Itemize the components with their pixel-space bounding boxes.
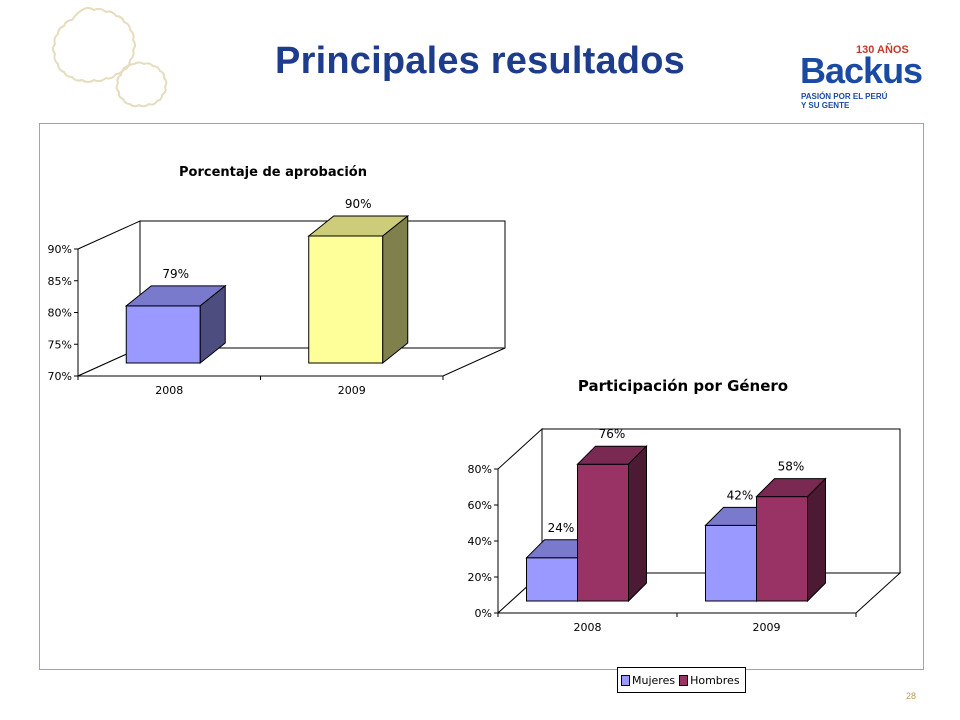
logo-brand: Backus [800, 50, 923, 91]
bottle-cap-large-outline [52, 7, 136, 83]
content-frame [39, 123, 924, 670]
slide-title: Principales resultados [275, 40, 685, 82]
bottle-cap-small-outline [115, 61, 168, 108]
legend-item-hombres: Hombres [679, 673, 740, 687]
chart-legend: Mujeres Hombres [617, 667, 746, 693]
legend-item-mujeres: Mujeres [621, 674, 675, 687]
backus-logo: 130 AÑOS Backus PASIÓN POR EL PERÚ Y SU … [798, 44, 930, 118]
logo-tagline-line1: PASIÓN POR EL PERÚ [801, 92, 888, 101]
legend-swatch-mujeres [621, 674, 630, 686]
bottle-cap-decoration [52, 7, 168, 108]
logo-anniversary: 130 AÑOS [856, 44, 909, 56]
legend-swatch-hombres [679, 674, 689, 686]
page-number: 28 [906, 691, 917, 701]
legend-label-mujeres: Mujeres [632, 673, 676, 687]
logo-tagline-line2: Y SU GENTE [801, 101, 850, 110]
logo-tagline: PASIÓN POR EL PERÚ Y SU GENTE [801, 92, 887, 110]
legend-label-hombres: Hombres [690, 673, 740, 687]
